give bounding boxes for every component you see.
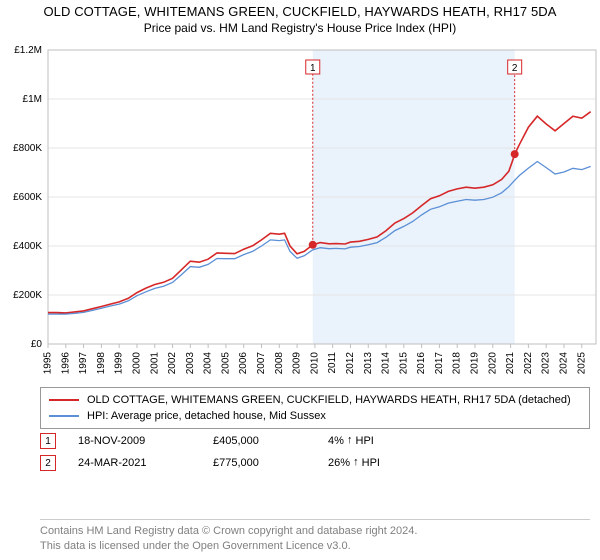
marker-row-2: 2 24-MAR-2021£775,00026% ↑ HPI bbox=[40, 452, 590, 474]
price-chart: £0 £200K £400K £600K £800K £1M £1.2M 1995 1996 19… bbox=[0, 46, 600, 381]
chart-titles: OLD COTTAGE, WHITEMANS GREEN, CUCKFIELD,… bbox=[0, 4, 600, 35]
x-axis-label: 2011 bbox=[327, 352, 338, 374]
x-axis-label: 2025 bbox=[576, 352, 587, 375]
x-axis-label: 2017 bbox=[434, 352, 445, 375]
x-axis-label: 2010 bbox=[309, 352, 320, 375]
x-axis-label: 2000 bbox=[131, 352, 142, 375]
x-axis-label: 2023 bbox=[541, 352, 552, 375]
x-axis-label: 2008 bbox=[274, 352, 285, 375]
x-axis-label: 2014 bbox=[381, 352, 392, 375]
x-axis-label: 2020 bbox=[487, 352, 498, 375]
legend-swatch bbox=[49, 415, 79, 417]
y-axis-label: £200K bbox=[13, 290, 42, 301]
marker-row-date: 18-NOV-2009 bbox=[78, 435, 213, 447]
x-axis-label: 2015 bbox=[398, 352, 409, 375]
x-axis-label: 2007 bbox=[256, 352, 267, 375]
x-axis-label: 2004 bbox=[203, 352, 214, 375]
attribution-line-2: This data is licensed under the Open Gov… bbox=[40, 539, 590, 554]
marker-row-1: 1 18-NOV-2009£405,0004% ↑ HPI bbox=[40, 430, 590, 452]
marker-row-delta: 4% ↑ HPI bbox=[328, 435, 418, 447]
chart-svg: £0 £200K £400K £600K £800K £1M £1.2M 1995 1996 19… bbox=[0, 46, 600, 381]
x-axis-label: 2021 bbox=[505, 352, 516, 375]
x-axis-label: 2013 bbox=[363, 352, 374, 375]
legend-label: OLD COTTAGE, WHITEMANS GREEN, CUCKFIELD,… bbox=[87, 394, 571, 406]
marker-dot-2 bbox=[511, 150, 519, 158]
marker-row-flag: 2 bbox=[40, 455, 56, 471]
x-axis-label: 1999 bbox=[114, 352, 125, 375]
legend: OLD COTTAGE, WHITEMANS GREEN, CUCKFIELD,… bbox=[40, 387, 590, 429]
legend-item-0: OLD COTTAGE, WHITEMANS GREEN, CUCKFIELD,… bbox=[49, 392, 581, 408]
x-axis-label: 2016 bbox=[416, 352, 427, 375]
x-axis-label: 2012 bbox=[345, 352, 356, 375]
marker-row-flag: 1 bbox=[40, 433, 56, 449]
attribution-line-1: Contains HM Land Registry data © Crown c… bbox=[40, 524, 590, 539]
title-line-1: OLD COTTAGE, WHITEMANS GREEN, CUCKFIELD,… bbox=[0, 4, 600, 19]
x-axis-label: 2001 bbox=[149, 352, 160, 375]
x-axis-label: 2024 bbox=[558, 352, 569, 375]
x-axis-label: 1997 bbox=[78, 352, 89, 375]
x-axis-label: 2005 bbox=[220, 352, 231, 375]
y-axis-label: £0 bbox=[31, 339, 43, 350]
legend-item-1: HPI: Average price, detached house, Mid … bbox=[49, 408, 581, 424]
x-axis-label: 2003 bbox=[185, 352, 196, 375]
x-axis-label: 2006 bbox=[238, 352, 249, 375]
marker-row-price: £405,000 bbox=[213, 435, 328, 447]
x-axis-label: 2009 bbox=[292, 352, 303, 375]
up-arrow-icon: ↑ bbox=[353, 456, 359, 468]
x-axis-label: 2022 bbox=[523, 352, 534, 375]
x-axis-label: 2018 bbox=[452, 352, 463, 375]
y-axis-label: £600K bbox=[13, 192, 42, 203]
legend-swatch bbox=[49, 399, 79, 401]
marker-flag-label-1: 1 bbox=[310, 63, 316, 74]
up-arrow-icon: ↑ bbox=[347, 434, 353, 446]
x-axis-label: 2002 bbox=[167, 352, 178, 375]
y-axis-label: £1M bbox=[23, 94, 42, 105]
marker-row-delta: 26% ↑ HPI bbox=[328, 457, 418, 469]
title-line-2: Price paid vs. HM Land Registry's House … bbox=[0, 21, 600, 35]
marker-row-price: £775,000 bbox=[213, 457, 328, 469]
marker-dot-1 bbox=[309, 241, 317, 249]
marker-flag-label-2: 2 bbox=[512, 63, 518, 74]
x-axis-label: 2019 bbox=[470, 352, 481, 375]
x-axis-label: 1998 bbox=[96, 352, 107, 375]
legend-label: HPI: Average price, detached house, Mid … bbox=[87, 410, 326, 422]
y-axis-label: £1.2M bbox=[14, 46, 42, 56]
y-axis-label: £800K bbox=[13, 143, 42, 154]
y-axis-label: £400K bbox=[13, 241, 42, 252]
attribution: Contains HM Land Registry data © Crown c… bbox=[40, 519, 590, 554]
marker-row-date: 24-MAR-2021 bbox=[78, 457, 213, 469]
x-axis-label: 1996 bbox=[60, 352, 71, 375]
marker-table: 1 18-NOV-2009£405,0004% ↑ HPI 2 24-MAR-2021… bbox=[40, 430, 590, 474]
x-axis-label: 1995 bbox=[43, 352, 54, 375]
